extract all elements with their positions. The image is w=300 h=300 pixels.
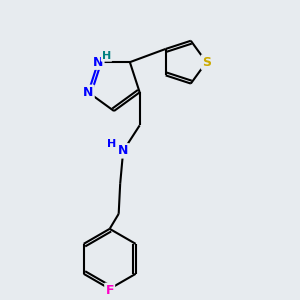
Text: H: H (107, 139, 116, 149)
Text: N: N (118, 144, 128, 157)
Text: H: H (102, 51, 111, 61)
Text: N: N (93, 56, 103, 69)
Text: S: S (202, 56, 211, 69)
Text: N: N (83, 86, 94, 99)
Text: F: F (105, 284, 114, 297)
